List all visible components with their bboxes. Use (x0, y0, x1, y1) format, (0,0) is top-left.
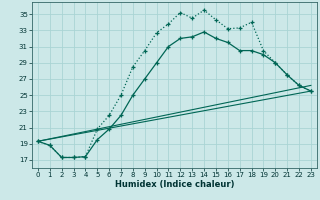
X-axis label: Humidex (Indice chaleur): Humidex (Indice chaleur) (115, 180, 234, 189)
